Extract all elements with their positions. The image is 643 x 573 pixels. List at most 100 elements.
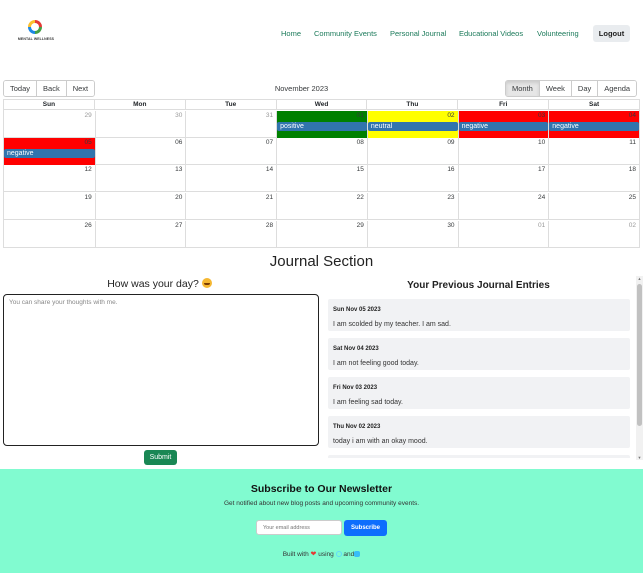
view-month-button[interactable]: Month <box>506 81 540 96</box>
date-number[interactable]: 22 <box>356 194 364 201</box>
view-day-button[interactable]: Day <box>571 81 599 96</box>
calendar-day-cell[interactable]: negative 04 <box>548 111 639 138</box>
calendar-day-cell[interactable]: 09 <box>366 138 458 164</box>
nav-community-events[interactable]: Community Events <box>314 29 377 38</box>
date-number[interactable]: 25 <box>628 194 636 201</box>
date-number[interactable]: 05 <box>84 139 92 146</box>
calendar-day-cell[interactable]: 08 <box>276 138 367 164</box>
calendar-day-cell[interactable]: 13 <box>94 165 186 191</box>
calendar-day-cell[interactable]: 20 <box>94 193 186 219</box>
date-number[interactable]: 01 <box>356 112 364 119</box>
nav-educational-videos[interactable]: Educational Videos <box>459 29 524 38</box>
calendar-day-cell[interactable]: neutral 02 <box>366 111 458 138</box>
date-number[interactable]: 07 <box>265 139 274 146</box>
calendar-day-cell[interactable]: positive 01 <box>276 111 367 138</box>
date-number[interactable]: 21 <box>265 194 274 201</box>
date-number[interactable]: 12 <box>84 166 92 173</box>
date-number[interactable]: 29 <box>84 112 92 119</box>
calendar-day-cell[interactable]: 23 <box>366 193 458 219</box>
calendar-day-cell[interactable]: 12 <box>4 165 95 191</box>
calendar-day-cell[interactable]: negative 05 <box>4 138 95 165</box>
nav-personal-journal[interactable]: Personal Journal <box>390 29 447 38</box>
date-number[interactable]: 15 <box>356 166 364 173</box>
calendar-day-cell[interactable]: 19 <box>4 193 95 219</box>
nav-home[interactable]: Home <box>281 29 302 38</box>
date-number[interactable]: 27 <box>175 222 183 229</box>
calendar-day-cell[interactable]: 10 <box>457 138 549 164</box>
mood-event[interactable]: negative <box>4 149 95 158</box>
subscribe-button[interactable]: Subscribe <box>344 520 387 536</box>
back-button[interactable]: Back <box>37 81 67 96</box>
date-number[interactable]: 29 <box>356 222 364 229</box>
calendar-day-cell[interactable]: 30 <box>94 111 186 137</box>
calendar-day-cell[interactable]: 26 <box>4 221 95 248</box>
calendar-day-cell[interactable]: negative 03 <box>457 111 549 138</box>
mood-event[interactable]: negative <box>458 122 549 131</box>
calendar-day-cell[interactable]: 15 <box>276 165 367 191</box>
calendar-day-cell[interactable]: 29 <box>276 221 367 248</box>
calendar-day-cell[interactable]: 21 <box>185 193 276 219</box>
calendar-day-cell[interactable]: 22 <box>276 193 367 219</box>
date-number[interactable]: 18 <box>628 166 636 173</box>
date-number[interactable]: 30 <box>447 222 455 229</box>
date-number[interactable]: 06 <box>175 139 183 146</box>
date-number[interactable]: 11 <box>629 139 636 146</box>
calendar-day-cell[interactable]: 06 <box>94 138 186 164</box>
date-number[interactable]: 02 <box>447 112 455 119</box>
date-number[interactable]: 23 <box>447 194 455 201</box>
mood-event[interactable]: positive <box>277 122 367 131</box>
mood-event[interactable]: neutral <box>367 122 458 131</box>
date-number[interactable]: 08 <box>356 139 364 146</box>
next-button[interactable]: Next <box>66 81 95 96</box>
view-agenda-button[interactable]: Agenda <box>598 81 637 96</box>
scroll-up-icon[interactable]: ▲ <box>637 276 642 281</box>
submit-button[interactable]: Submit <box>144 450 177 465</box>
email-input[interactable] <box>256 520 342 535</box>
calendar-day-cell[interactable]: 27 <box>94 221 186 248</box>
date-number[interactable]: 14 <box>265 166 274 173</box>
calendar-day-cell[interactable]: 01 <box>457 221 549 248</box>
logo[interactable]: MENTAL WELLNESS <box>14 20 58 44</box>
calendar-day-cell[interactable]: 11 <box>548 138 639 164</box>
mood-event[interactable]: negative <box>549 122 639 131</box>
date-number[interactable]: 20 <box>175 194 183 201</box>
date-number[interactable]: 19 <box>84 194 92 201</box>
date-number[interactable]: 13 <box>175 166 183 173</box>
calendar-day-cell[interactable]: 07 <box>185 138 276 164</box>
calendar-day-cell[interactable]: 17 <box>457 165 549 191</box>
date-number[interactable]: 09 <box>447 139 455 146</box>
view-week-button[interactable]: Week <box>539 81 572 96</box>
calendar-day-cell[interactable]: 31 <box>185 111 276 137</box>
date-number[interactable]: 31 <box>265 112 274 119</box>
date-number[interactable]: 30 <box>175 112 183 119</box>
calendar-week-row: negative 05 06 07 08 09 10 11 <box>4 138 639 165</box>
calendar-day-cell[interactable]: 02 <box>548 221 639 248</box>
today-button[interactable]: Today <box>4 81 38 96</box>
calendar-day-cell[interactable]: 25 <box>548 193 639 219</box>
entries-scrollbar[interactable]: ▲ ▼ <box>636 276 643 460</box>
date-number[interactable]: 17 <box>538 166 546 173</box>
date-number[interactable]: 02 <box>628 222 636 229</box>
journal-entries-list[interactable]: Sun Nov 05 2023 I am scolded by my teach… <box>324 294 635 458</box>
journal-textarea[interactable] <box>3 294 319 446</box>
weekday-label: Thu <box>366 100 457 109</box>
calendar-day-cell[interactable]: 28 <box>185 221 276 248</box>
nav-volunteering[interactable]: Volunteering <box>537 29 579 38</box>
date-number[interactable]: 24 <box>538 194 546 201</box>
scroll-down-icon[interactable]: ▼ <box>637 455 642 460</box>
calendar-day-cell[interactable]: 24 <box>457 193 549 219</box>
logout-button[interactable]: Logout <box>593 25 630 42</box>
calendar-day-cell[interactable]: 16 <box>366 165 458 191</box>
calendar-day-cell[interactable]: 14 <box>185 165 276 191</box>
date-number[interactable]: 01 <box>538 222 546 229</box>
date-number[interactable]: 04 <box>628 112 636 119</box>
date-number[interactable]: 10 <box>538 139 546 146</box>
calendar-day-cell[interactable]: 18 <box>548 165 639 191</box>
date-number[interactable]: 26 <box>84 222 92 229</box>
calendar-day-cell[interactable]: 30 <box>366 221 458 248</box>
scroll-thumb[interactable] <box>637 284 642 426</box>
date-number[interactable]: 03 <box>538 112 546 119</box>
calendar-day-cell[interactable]: 29 <box>4 111 95 137</box>
date-number[interactable]: 16 <box>447 166 455 173</box>
date-number[interactable]: 28 <box>265 222 274 229</box>
